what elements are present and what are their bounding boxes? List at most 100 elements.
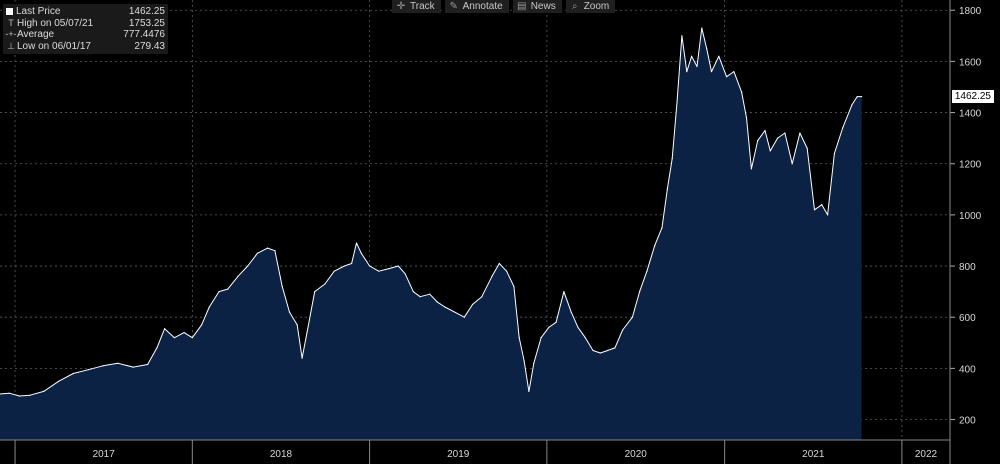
data-point	[563, 291, 565, 293]
data-point	[29, 394, 31, 396]
data-point	[444, 306, 446, 308]
data-point	[256, 252, 259, 254]
data-point	[505, 270, 508, 272]
data-point	[784, 132, 786, 134]
data-point	[592, 349, 594, 352]
data-point	[646, 270, 648, 272]
data-point	[764, 129, 766, 132]
data-point	[274, 250, 276, 252]
chart-legend[interactable]: Last Price 1462.25 T High on 05/07/21 17…	[3, 4, 168, 54]
data-point	[471, 303, 474, 306]
x-tick-label: 2018	[270, 449, 293, 460]
data-point	[147, 363, 149, 366]
series-area	[0, 28, 862, 440]
data-point	[701, 27, 703, 29]
y-tick-label: 1200	[959, 160, 982, 171]
data-point	[481, 296, 483, 298]
plot-area	[0, 27, 863, 440]
data-point	[208, 306, 210, 308]
data-point	[806, 147, 808, 149]
x-tick-label: 2019	[447, 449, 470, 460]
data-point	[528, 390, 530, 392]
data-point	[463, 316, 465, 318]
magnifier-icon: ⌕	[571, 1, 578, 12]
data-point	[555, 321, 557, 323]
data-point	[72, 372, 74, 375]
data-point	[281, 285, 283, 288]
data-point	[333, 270, 335, 272]
data-point	[58, 380, 60, 382]
data-point	[606, 349, 609, 352]
data-point	[191, 337, 193, 339]
x-tick-label: 2022	[915, 449, 938, 460]
data-point	[654, 244, 656, 247]
data-point	[355, 242, 358, 244]
data-point	[0, 393, 1, 395]
data-point	[548, 326, 550, 329]
y-tick-label: 800	[959, 262, 976, 273]
data-point	[861, 96, 863, 98]
data-point	[540, 337, 542, 339]
data-point	[666, 188, 668, 190]
data-point	[247, 265, 249, 267]
y-tick-label: 1000	[959, 211, 982, 222]
data-point	[518, 337, 520, 339]
data-point	[237, 275, 239, 277]
data-point	[741, 91, 743, 93]
data-point	[733, 71, 735, 73]
data-point	[833, 152, 836, 155]
crosshair-icon: ✛	[396, 1, 406, 12]
zoom-button[interactable]: ⌕ Zoom	[565, 0, 616, 13]
data-point	[523, 360, 525, 362]
data-point	[570, 311, 572, 313]
annotate-button[interactable]: ✎ Annotate	[444, 0, 509, 13]
data-point	[856, 96, 858, 98]
data-point	[164, 328, 166, 330]
data-point	[706, 48, 708, 50]
data-point	[343, 265, 345, 267]
x-tick-label: 2017	[93, 449, 116, 460]
y-tick-label: 1800	[959, 6, 982, 17]
data-point	[419, 296, 421, 298]
average-line-icon: -+-	[5, 29, 17, 39]
last-price-tag: 1462.25	[951, 89, 994, 103]
data-point	[218, 291, 220, 293]
pencil-icon: ✎	[449, 1, 458, 12]
data-point	[351, 262, 353, 265]
y-tick-label: 1400	[959, 109, 982, 120]
data-point	[227, 288, 229, 290]
track-button[interactable]: ✛ Track	[392, 0, 441, 13]
data-point	[173, 337, 175, 339]
y-tick-label: 1600	[959, 57, 982, 68]
legend-row-low: ⊥ Low on 06/01/17 279.43	[5, 41, 165, 53]
legend-row-high: T High on 05/07/21 1753.25	[5, 18, 165, 30]
y-tick-label: 200	[959, 416, 976, 427]
data-point	[87, 369, 89, 371]
data-point	[671, 158, 673, 160]
data-point	[718, 55, 720, 57]
news-icon: ▤	[516, 1, 527, 12]
data-point	[696, 65, 698, 68]
data-point	[412, 291, 414, 293]
data-point	[491, 275, 493, 277]
data-point	[577, 326, 579, 329]
data-point	[43, 390, 45, 392]
data-point	[18, 395, 21, 397]
series-swatch-icon	[6, 8, 13, 16]
data-point	[288, 311, 291, 313]
data-point	[776, 137, 779, 139]
data-point	[769, 150, 771, 152]
news-button[interactable]: ▤ News	[512, 0, 562, 13]
data-point	[639, 291, 641, 293]
data-point	[584, 337, 586, 339]
data-point	[813, 209, 816, 211]
data-point	[791, 163, 793, 165]
data-point	[725, 76, 728, 78]
data-point	[156, 347, 158, 349]
data-point	[397, 265, 399, 267]
data-point	[827, 214, 829, 216]
data-point	[200, 324, 203, 326]
data-point	[757, 140, 759, 142]
